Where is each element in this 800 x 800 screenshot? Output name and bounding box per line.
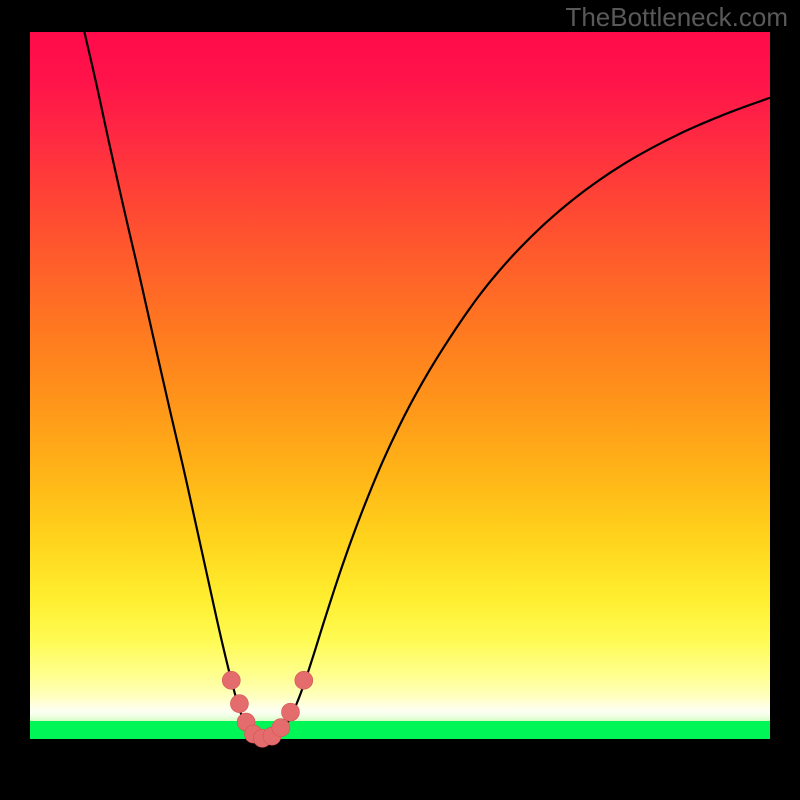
plot-gradient-background (30, 32, 770, 739)
green-strip (30, 721, 770, 739)
curve-marker (222, 671, 240, 689)
watermark-text: TheBottleneck.com (565, 2, 788, 32)
curve-marker (272, 719, 290, 737)
bottleneck-chart-svg: TheBottleneck.com (0, 0, 800, 800)
bottleneck-chart-container: TheBottleneck.com (0, 0, 800, 800)
curve-marker (281, 703, 299, 721)
curve-marker (230, 695, 248, 713)
curve-marker (295, 671, 313, 689)
